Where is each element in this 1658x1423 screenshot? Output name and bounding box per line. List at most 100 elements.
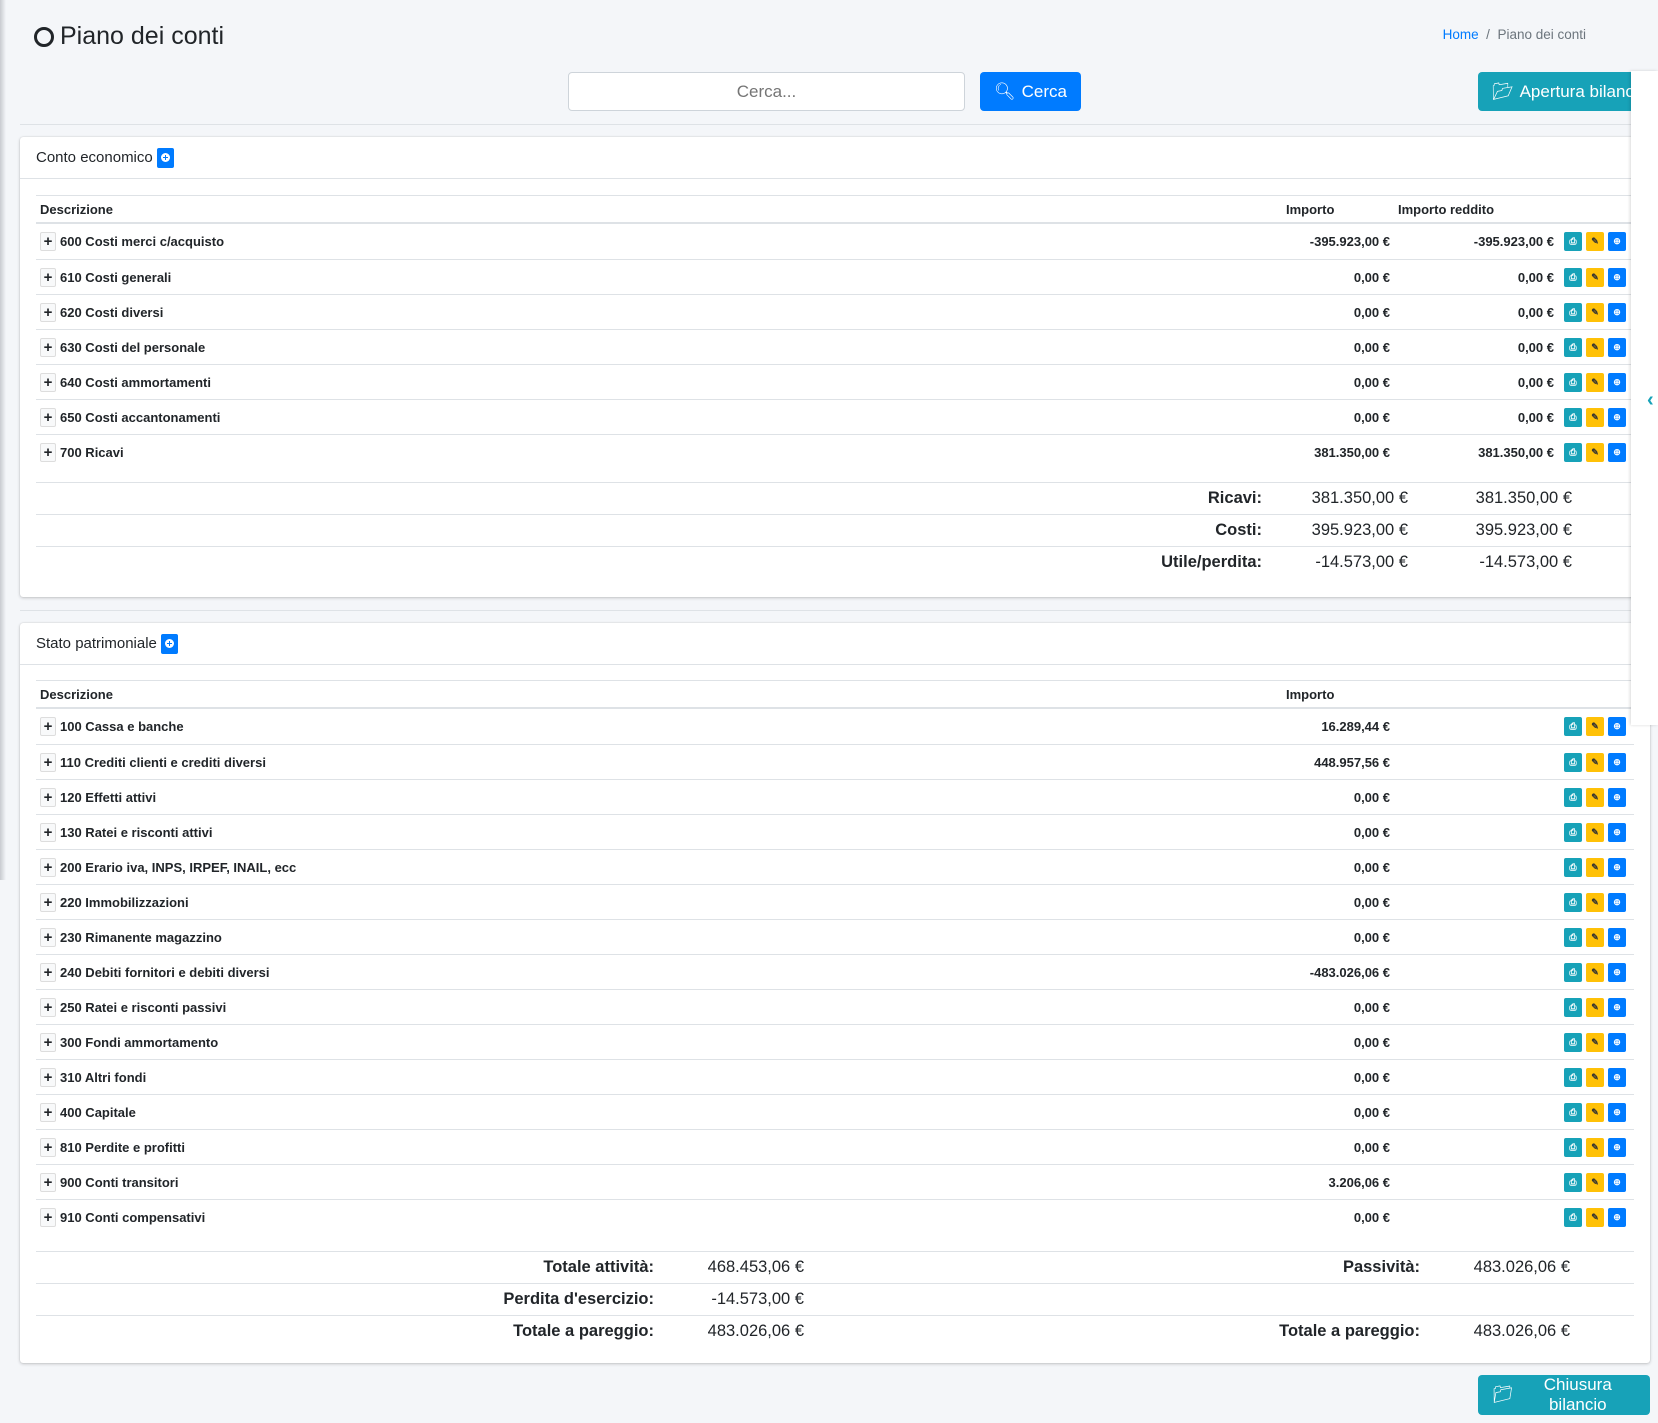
- search-input[interactable]: [568, 72, 965, 111]
- plus-circle-icon[interactable]: ⊕: [1608, 927, 1626, 947]
- print-icon[interactable]: ⎙: [1564, 267, 1582, 287]
- edit-icon[interactable]: ✎: [1586, 857, 1604, 877]
- edit-icon[interactable]: ✎: [1586, 822, 1604, 842]
- expand-icon[interactable]: +: [40, 337, 56, 357]
- expand-icon[interactable]: +: [40, 232, 56, 251]
- plus-circle-icon[interactable]: ⊕: [1608, 407, 1626, 427]
- search-button[interactable]: 🔍︎ Cerca: [980, 72, 1081, 111]
- expand-icon[interactable]: +: [40, 962, 56, 982]
- plus-circle-icon[interactable]: ⊕: [1608, 787, 1626, 807]
- plus-circle-icon[interactable]: ⊕: [1608, 442, 1626, 462]
- print-icon[interactable]: ⎙: [1564, 372, 1582, 392]
- expand-icon[interactable]: +: [40, 717, 56, 736]
- search-button-label: Cerca: [1021, 81, 1067, 101]
- print-icon[interactable]: ⎙: [1564, 1102, 1582, 1122]
- print-icon[interactable]: ⎙: [1564, 927, 1582, 947]
- plus-circle-icon[interactable]: ⊕: [1608, 1137, 1626, 1157]
- edit-icon[interactable]: ✎: [1586, 407, 1604, 427]
- expand-icon[interactable]: +: [40, 752, 56, 772]
- print-icon[interactable]: ⎙: [1564, 1172, 1582, 1192]
- print-icon[interactable]: ⎙: [1564, 857, 1582, 877]
- print-icon[interactable]: ⎙: [1564, 717, 1582, 736]
- plus-circle-icon[interactable]: ⊕: [1608, 997, 1626, 1017]
- plus-circle-icon[interactable]: ⊕: [1608, 752, 1626, 772]
- table-row: +640 Costi ammortamenti 0,00 € 0,00 € ⎙ ✎…: [36, 364, 1634, 399]
- edit-icon[interactable]: ✎: [1586, 302, 1604, 322]
- edit-icon[interactable]: ✎: [1586, 787, 1604, 807]
- edit-icon[interactable]: ✎: [1586, 892, 1604, 912]
- breadcrumb-home[interactable]: Home: [1442, 27, 1479, 42]
- edit-icon[interactable]: ✎: [1586, 267, 1604, 287]
- print-icon[interactable]: ⎙: [1564, 442, 1582, 462]
- print-icon[interactable]: ⎙: [1564, 1207, 1582, 1227]
- edit-icon[interactable]: ✎: [1586, 337, 1604, 357]
- expand-icon[interactable]: +: [40, 787, 56, 807]
- expand-icon[interactable]: +: [40, 1032, 56, 1052]
- expand-icon[interactable]: +: [40, 372, 56, 392]
- print-icon[interactable]: ⎙: [1564, 302, 1582, 322]
- expand-icon[interactable]: +: [40, 857, 56, 877]
- add-button[interactable]: [160, 633, 178, 654]
- plus-circle-icon[interactable]: ⊕: [1608, 857, 1626, 877]
- edit-icon[interactable]: ✎: [1586, 1067, 1604, 1087]
- expand-icon[interactable]: +: [40, 1102, 56, 1122]
- print-icon[interactable]: ⎙: [1564, 1067, 1582, 1087]
- print-icon[interactable]: ⎙: [1564, 997, 1582, 1017]
- expand-icon[interactable]: +: [40, 442, 56, 462]
- edit-icon[interactable]: ✎: [1586, 1102, 1604, 1122]
- chiusura-bilancio-button[interactable]: 📁︎ Chiusura bilancio: [1478, 1375, 1650, 1415]
- edit-icon[interactable]: ✎: [1586, 442, 1604, 462]
- edit-icon[interactable]: ✎: [1586, 927, 1604, 947]
- edit-icon[interactable]: ✎: [1586, 752, 1604, 772]
- edit-icon[interactable]: ✎: [1586, 997, 1604, 1017]
- plus-circle-icon[interactable]: ⊕: [1608, 1102, 1626, 1122]
- plus-circle-icon[interactable]: ⊕: [1608, 1207, 1626, 1227]
- table-row: +610 Costi generali 0,00 € 0,00 € ⎙ ✎ ⊕: [36, 259, 1634, 294]
- edit-icon[interactable]: ✎: [1586, 232, 1604, 251]
- expand-icon[interactable]: +: [40, 892, 56, 912]
- add-button[interactable]: [156, 147, 174, 168]
- plus-circle-icon[interactable]: ⊕: [1608, 232, 1626, 251]
- expand-icon[interactable]: +: [40, 997, 56, 1017]
- plus-circle-icon[interactable]: ⊕: [1608, 337, 1626, 357]
- expand-icon[interactable]: +: [40, 302, 56, 322]
- print-icon[interactable]: ⎙: [1564, 752, 1582, 772]
- print-icon[interactable]: ⎙: [1564, 1032, 1582, 1052]
- edit-icon[interactable]: ✎: [1586, 717, 1604, 736]
- expand-icon[interactable]: +: [40, 1172, 56, 1192]
- control-sidebar-toggle[interactable]: ‹: [1631, 71, 1658, 725]
- expand-icon[interactable]: +: [40, 1067, 56, 1087]
- expand-icon[interactable]: +: [40, 267, 56, 287]
- edit-icon[interactable]: ✎: [1586, 372, 1604, 392]
- edit-icon[interactable]: ✎: [1586, 1137, 1604, 1157]
- print-icon[interactable]: ⎙: [1564, 962, 1582, 982]
- print-icon[interactable]: ⎙: [1564, 787, 1582, 807]
- edit-icon[interactable]: ✎: [1586, 1172, 1604, 1192]
- expand-icon[interactable]: +: [40, 927, 56, 947]
- edit-icon[interactable]: ✎: [1586, 1207, 1604, 1227]
- plus-circle-icon[interactable]: ⊕: [1608, 717, 1626, 736]
- print-icon[interactable]: ⎙: [1564, 232, 1582, 251]
- plus-circle-icon[interactable]: ⊕: [1608, 372, 1626, 392]
- plus-circle-icon[interactable]: ⊕: [1608, 302, 1626, 322]
- plus-circle-icon[interactable]: ⊕: [1608, 1067, 1626, 1087]
- print-icon[interactable]: ⎙: [1564, 822, 1582, 842]
- plus-circle-icon[interactable]: ⊕: [1608, 1032, 1626, 1052]
- print-icon[interactable]: ⎙: [1564, 407, 1582, 427]
- breadcrumb-current: Piano dei conti: [1497, 27, 1586, 42]
- plus-circle-icon[interactable]: ⊕: [1608, 267, 1626, 287]
- expand-icon[interactable]: +: [40, 1137, 56, 1157]
- expand-icon[interactable]: +: [40, 822, 56, 842]
- expand-icon[interactable]: +: [40, 1207, 56, 1227]
- edit-icon[interactable]: ✎: [1586, 962, 1604, 982]
- apertura-bilancio-button[interactable]: 📂︎ Apertura bilancio: [1478, 72, 1658, 111]
- print-icon[interactable]: ⎙: [1564, 1137, 1582, 1157]
- expand-icon[interactable]: +: [40, 407, 56, 427]
- plus-circle-icon[interactable]: ⊕: [1608, 892, 1626, 912]
- edit-icon[interactable]: ✎: [1586, 1032, 1604, 1052]
- plus-circle-icon[interactable]: ⊕: [1608, 822, 1626, 842]
- plus-circle-icon[interactable]: ⊕: [1608, 1172, 1626, 1192]
- print-icon[interactable]: ⎙: [1564, 892, 1582, 912]
- plus-circle-icon[interactable]: ⊕: [1608, 962, 1626, 982]
- print-icon[interactable]: ⎙: [1564, 337, 1582, 357]
